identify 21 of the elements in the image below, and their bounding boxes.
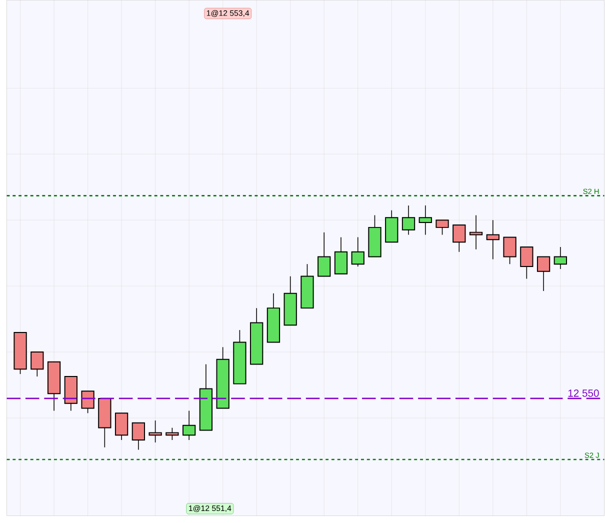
candlestick — [486, 220, 500, 260]
annotation: 12 550 — [568, 390, 599, 398]
candlestick — [418, 205, 432, 236]
candlestick — [520, 246, 534, 280]
candlestick — [30, 352, 44, 378]
candlestick — [334, 237, 348, 275]
candlestick — [469, 215, 483, 250]
candlestick — [318, 232, 331, 278]
candlestick — [182, 410, 196, 441]
candlestick — [503, 236, 516, 265]
candlestick — [554, 246, 567, 270]
candlestick — [81, 390, 94, 414]
candlestick — [148, 420, 162, 444]
candlestick — [132, 422, 145, 450]
candlestick — [536, 256, 550, 292]
candlestick — [166, 428, 179, 441]
candlestick — [436, 220, 449, 236]
candlestick — [114, 412, 128, 441]
candlestick — [351, 237, 364, 268]
candlestick — [452, 224, 466, 252]
candlestick — [402, 205, 416, 236]
